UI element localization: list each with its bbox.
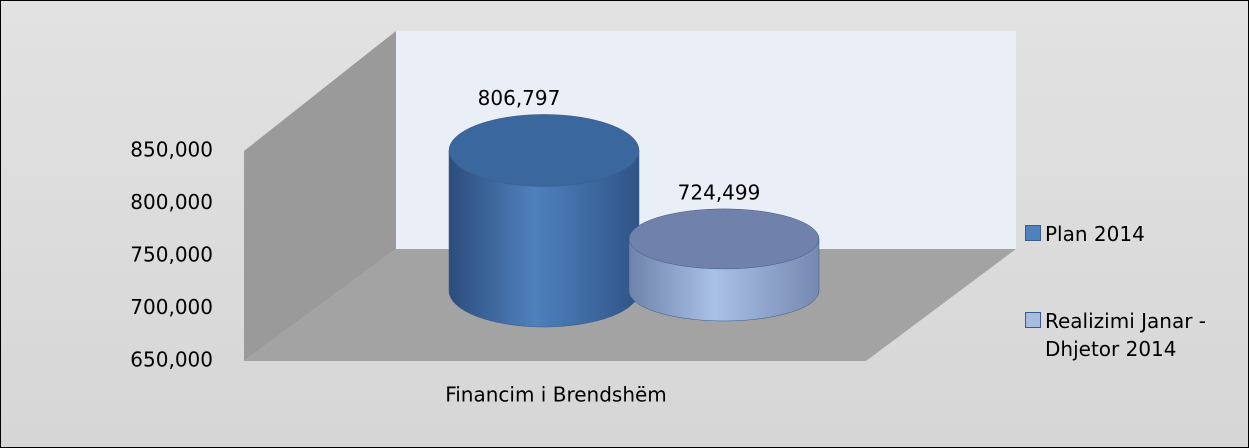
legend-item: Plan 2014 <box>1025 220 1235 248</box>
legend-label: Plan 2014 <box>1045 222 1145 246</box>
y-tick-label: 850,000 <box>130 138 213 162</box>
value-label: 724,499 <box>678 180 761 204</box>
side-wall <box>244 31 396 361</box>
legend-swatch <box>1025 312 1041 328</box>
y-tick-label: 750,000 <box>130 243 213 267</box>
category-label: Financim i Brendshëm <box>445 383 667 407</box>
y-tick-label: 700,000 <box>130 295 213 319</box>
value-label: 806,797 <box>478 86 561 110</box>
legend-label: Realizimi Janar - Dhjetor 2014 <box>1045 309 1207 361</box>
cylinder-top <box>628 208 820 270</box>
y-tick-label: 650,000 <box>130 348 213 372</box>
cylinder <box>448 150 640 328</box>
y-tick-label: 800,000 <box>130 190 213 214</box>
cylinder-top <box>448 114 640 187</box>
legend-item: Realizimi Janar - Dhjetor 2014 <box>1025 307 1235 363</box>
legend-swatch <box>1025 225 1041 241</box>
